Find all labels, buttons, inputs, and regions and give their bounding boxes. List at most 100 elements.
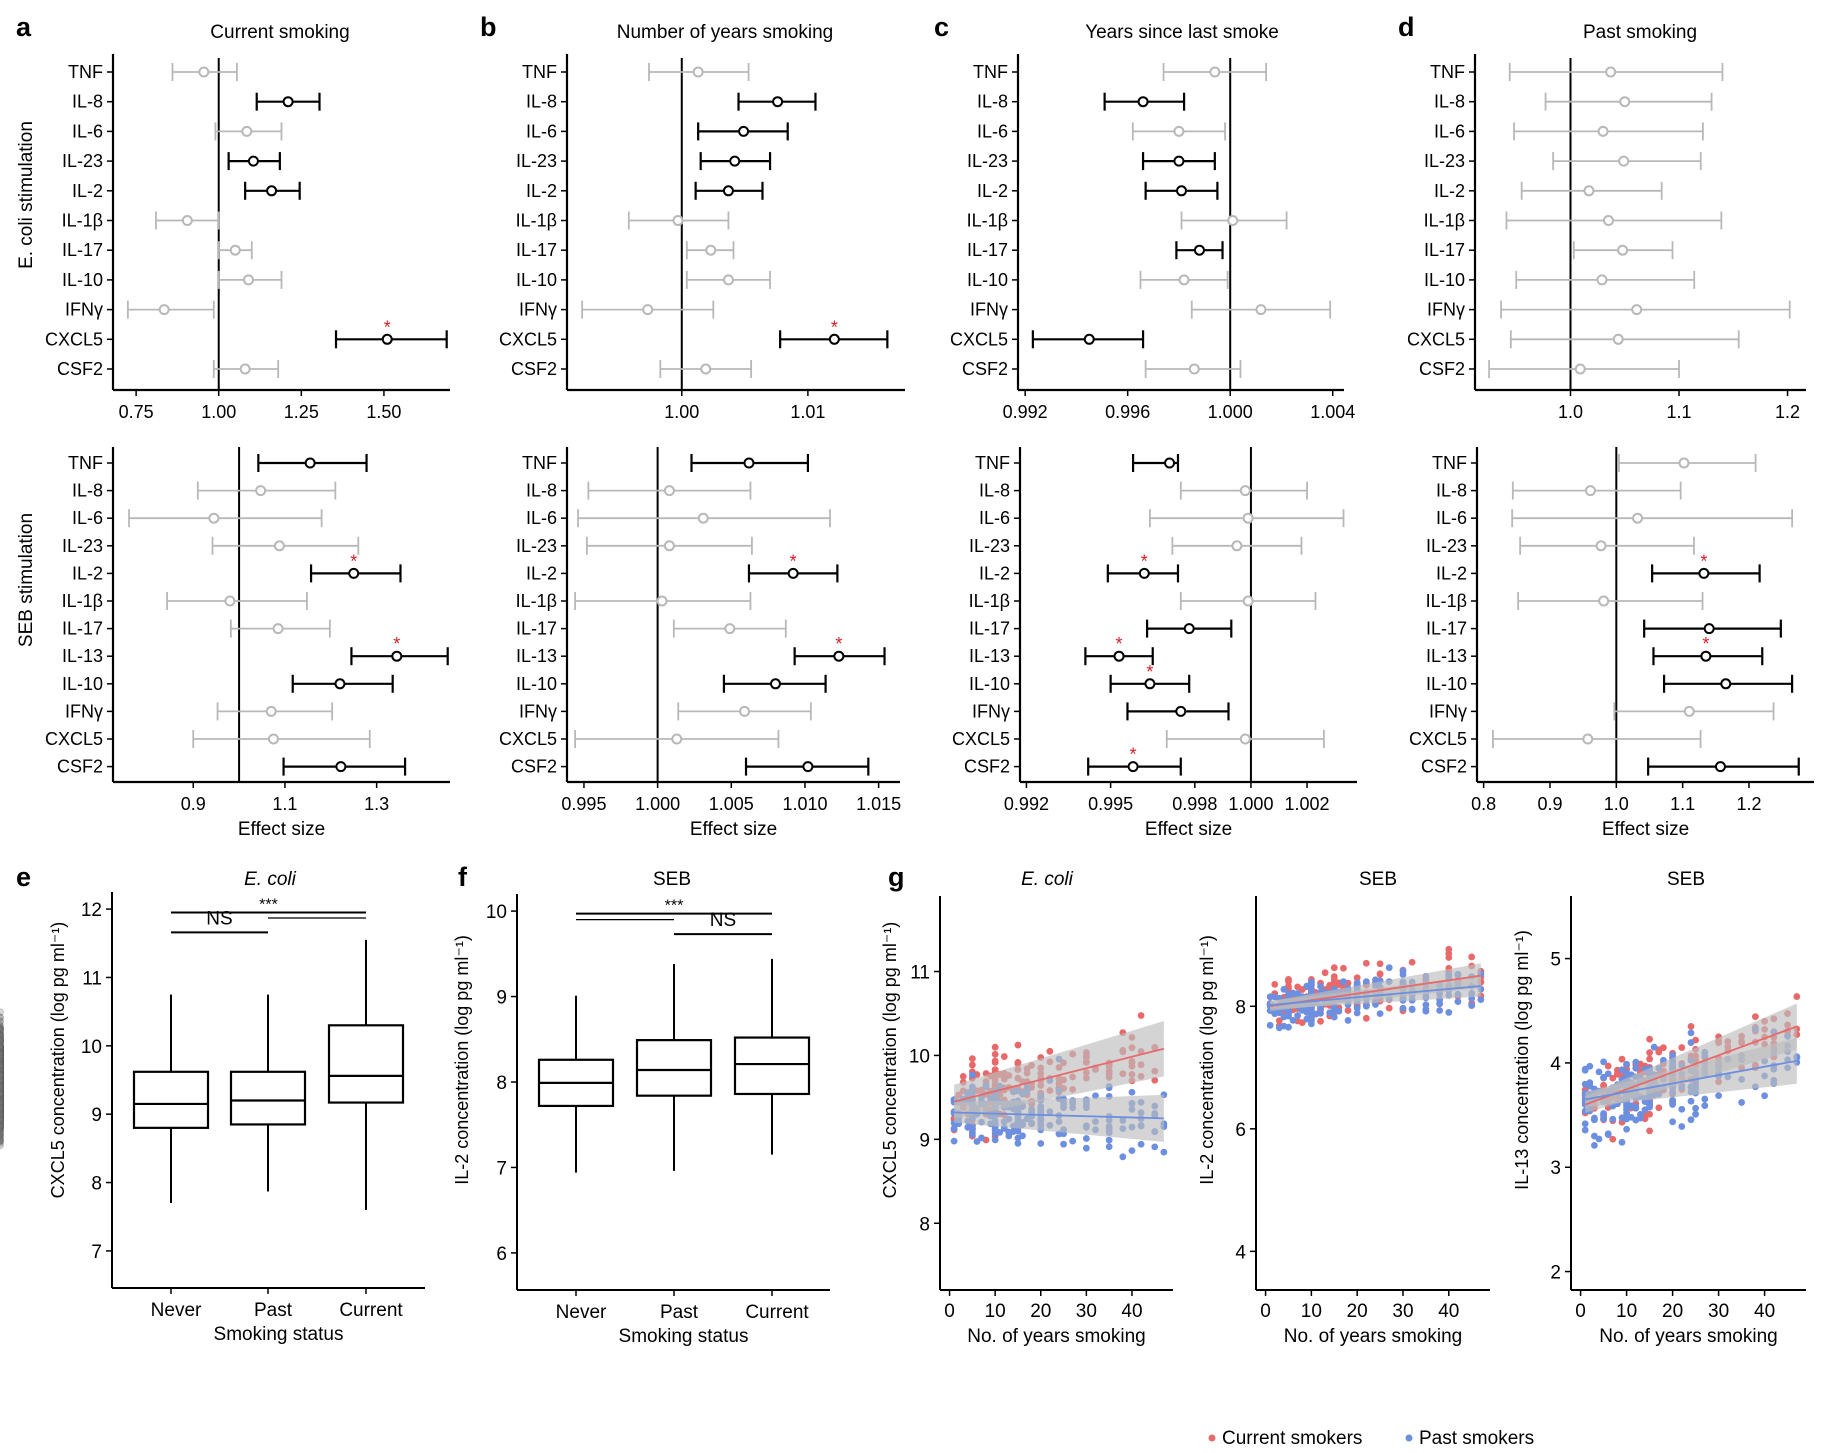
x-tick-label: 30 [1392, 1301, 1413, 1322]
row-label: IL-10 [1424, 270, 1465, 290]
data-point [0, 1083, 4, 1091]
x-axis-title: Effect size [690, 819, 777, 840]
data-point [1623, 1112, 1630, 1120]
point-estimate [1193, 244, 1205, 256]
data-point [0, 1084, 4, 1093]
point-estimate [802, 761, 814, 773]
ci-row [1131, 454, 1180, 472]
data-point [0, 1123, 4, 1131]
point-estimate [722, 274, 734, 286]
data-point [0, 1080, 4, 1088]
data-point [0, 1093, 4, 1101]
ci-row [1647, 757, 1800, 776]
data-point [0, 1090, 4, 1099]
row-label: TNF [68, 62, 103, 82]
data-point [0, 1123, 4, 1132]
data-point [0, 1119, 4, 1128]
point-estimate [198, 66, 210, 78]
data-point [1307, 1017, 1315, 1025]
data-point [1604, 1131, 1612, 1139]
significance-star: * [790, 551, 797, 571]
data-point [0, 1084, 4, 1093]
row-label: IL-2 [526, 181, 557, 201]
data-point [0, 1084, 4, 1092]
point-estimate [1209, 66, 1221, 78]
data-point [1600, 1058, 1607, 1066]
data-point [1330, 976, 1338, 984]
data-point [0, 1083, 4, 1091]
data-point [0, 1093, 4, 1102]
data-point [0, 1085, 4, 1094]
data-point [0, 1103, 4, 1112]
point-estimate [1127, 761, 1139, 773]
x-tick-label: 1.004 [1310, 402, 1355, 422]
data-point [1376, 960, 1384, 968]
data-point [0, 1091, 4, 1100]
data-point [0, 1115, 4, 1124]
point-estimate [1083, 333, 1095, 345]
point-estimate [229, 244, 241, 256]
data-point [0, 1074, 4, 1083]
data-point [0, 1092, 4, 1101]
data-point [0, 1065, 4, 1074]
ci-row [1618, 454, 1757, 472]
data-point [0, 1094, 4, 1102]
data-point [0, 1101, 4, 1110]
legend-swatch-current [1208, 1434, 1216, 1442]
data-point [0, 1083, 4, 1092]
data-point [0, 1097, 4, 1105]
data-point [0, 1122, 4, 1131]
data-point [0, 1110, 4, 1119]
row-label: IL-23 [62, 536, 103, 556]
data-point [1468, 953, 1476, 961]
point-estimate [1596, 274, 1608, 286]
ci-row [1508, 63, 1724, 81]
data-point [0, 1093, 4, 1102]
data-point [1005, 1132, 1013, 1140]
data-point [0, 1119, 4, 1128]
ci-row [574, 730, 780, 748]
data-point [0, 1106, 4, 1115]
data-point [0, 1101, 4, 1109]
x-axis-title: Effect size [1145, 819, 1232, 840]
data-point [0, 1074, 4, 1083]
point-estimate [1714, 761, 1726, 773]
data-point [0, 1096, 4, 1104]
panel-letter-f: f [458, 862, 468, 892]
data-point [0, 1102, 4, 1111]
data-point [0, 1101, 4, 1110]
ci-row: * [1651, 551, 1761, 583]
ci-row [1513, 122, 1704, 141]
data-point [0, 1112, 4, 1121]
significance-star: * [831, 317, 838, 337]
data-point [1600, 1074, 1607, 1082]
data-point [1014, 1140, 1022, 1147]
chart-title: Number of years smoking [617, 22, 833, 43]
x-tick-label: 0.995 [561, 794, 606, 814]
point-estimate [700, 363, 712, 375]
data-point [0, 1119, 4, 1128]
row-label: IL-6 [1434, 121, 1465, 141]
row-label: IL-2 [72, 563, 103, 583]
data-point [0, 1106, 4, 1115]
data-point [0, 1098, 4, 1106]
data-point [0, 1102, 4, 1111]
data-point [1678, 1105, 1686, 1113]
x-tick-label: 1.015 [856, 794, 901, 814]
data-point [0, 1100, 4, 1109]
data-point [991, 1050, 999, 1058]
data-point [0, 1088, 4, 1097]
data-point [0, 1096, 4, 1104]
x-axis-title: Smoking status [214, 1324, 344, 1345]
data-point [0, 1107, 4, 1115]
data-point [0, 1086, 4, 1095]
data-point [0, 1131, 4, 1139]
ci-row [1162, 63, 1267, 81]
row-label: CXCL5 [1407, 329, 1465, 349]
row-label: CXCL5 [45, 729, 103, 749]
data-point [1285, 976, 1292, 984]
significance-label: NS [206, 908, 232, 929]
data-point [0, 1084, 4, 1092]
data-point [0, 1100, 4, 1108]
point-estimate [255, 485, 267, 497]
